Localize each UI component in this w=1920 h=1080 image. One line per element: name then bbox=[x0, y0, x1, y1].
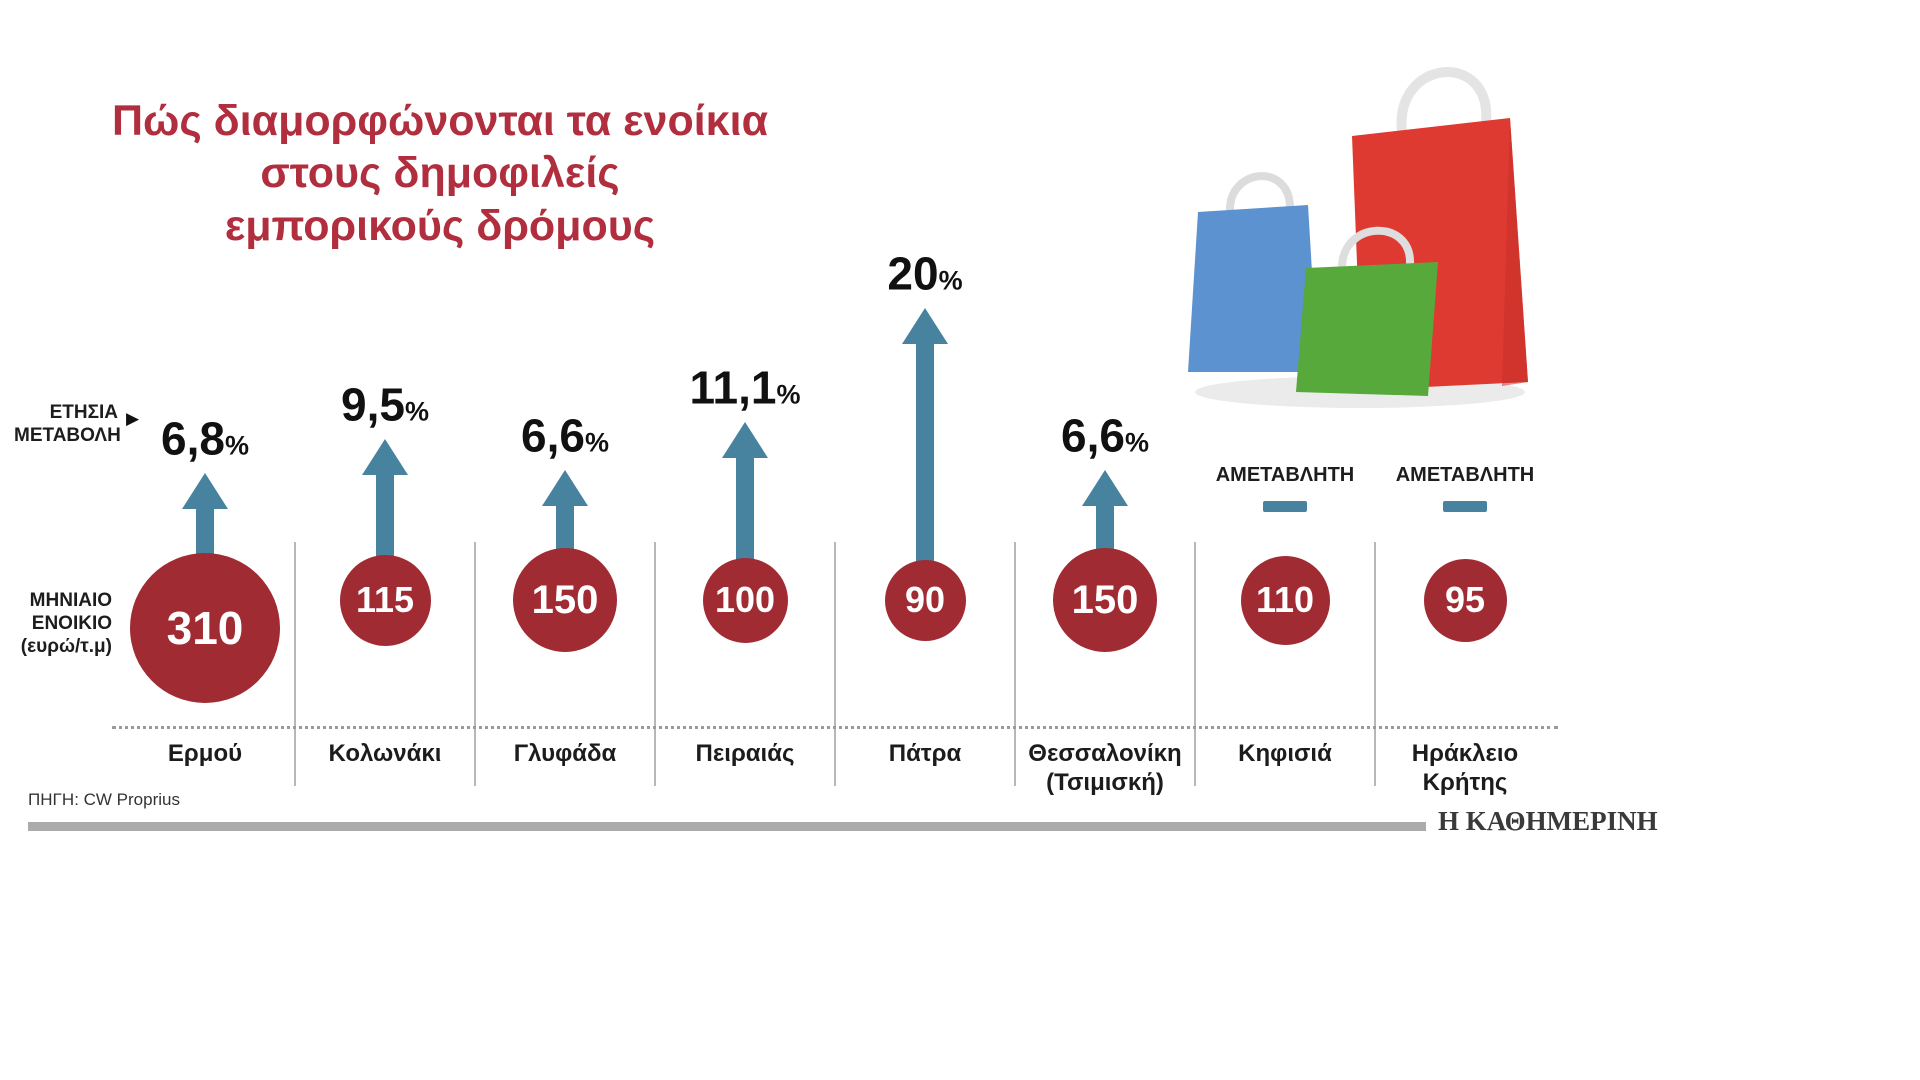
column-divider bbox=[474, 542, 476, 786]
chart-column-irakleio: % ΑΜΕΤΑΒΛΗΤΗ 95 Ηράκλειο Κρήτης bbox=[1375, 0, 1555, 820]
annual-change-value: 6,6% bbox=[521, 409, 609, 462]
up-arrow-icon bbox=[902, 307, 948, 344]
annual-change-pointer-icon: ▶ bbox=[126, 409, 140, 428]
up-arrow-icon bbox=[1082, 470, 1128, 506]
up-arrow-shaft bbox=[1096, 504, 1114, 556]
rent-circle: 95 bbox=[1423, 558, 1507, 642]
chart-column-thessaloniki: 6,6% ΑΜΕΤΑΒΛΗΤΗ 150 Θεσσαλονίκη (Τσιμισκ… bbox=[1015, 0, 1195, 820]
rent-circle: 150 bbox=[1053, 548, 1157, 652]
title-line-1: Πώς διαμορφώνονται τα ενοίκια bbox=[111, 97, 769, 145]
rent-circle: 110 bbox=[1240, 555, 1330, 645]
unchanged-dash-icon bbox=[1263, 501, 1307, 512]
annual-change-value: 11,1% bbox=[689, 361, 801, 414]
annual-change-value: 6,6% bbox=[1061, 409, 1149, 462]
annual-change-value: 6,8% bbox=[161, 412, 249, 465]
source-credit: ΠΗΓΗ: CW Proprius bbox=[28, 790, 180, 809]
up-arrow-icon bbox=[362, 438, 408, 475]
title-line-3: εμπορικούς δρόμους bbox=[224, 201, 656, 250]
unchanged-dash-icon bbox=[1443, 501, 1487, 512]
up-arrow-shaft bbox=[196, 507, 214, 561]
unchanged-label: ΑΜΕΤΑΒΛΗΤΗ bbox=[1215, 464, 1355, 486]
column-divider bbox=[1014, 542, 1016, 786]
street-label: Θεσσαλονίκη (Τσιμισκή) bbox=[1028, 740, 1182, 796]
street-label: Πάτρα bbox=[888, 740, 962, 767]
annual-change-label: ΕΤΗΣΙΑ ΜΕΤΑΒΟΛΗ bbox=[14, 402, 121, 446]
chart-column-glyfada: 6,6% ΑΜΕΤΑΒΛΗΤΗ 150 Γλυφάδα bbox=[475, 0, 655, 820]
up-arrow-shaft bbox=[916, 341, 934, 568]
up-arrow-icon bbox=[182, 473, 228, 509]
title-line-2: στους δημοφιλείς bbox=[260, 149, 620, 198]
street-label: Ερμού bbox=[167, 740, 243, 767]
chart-column-kolonaki: 9,5% ΑΜΕΤΑΒΛΗΤΗ 115 Κολωνάκι bbox=[295, 0, 475, 820]
column-divider bbox=[834, 542, 836, 786]
rent-circle: 115 bbox=[339, 554, 431, 646]
up-arrow-shaft bbox=[736, 455, 754, 566]
annual-change-value: 9,5% bbox=[341, 378, 429, 431]
page-title: Πώς διαμορφώνονται τα ενοίκια στους δημο… bbox=[95, 95, 785, 252]
footer-bar bbox=[28, 822, 1426, 831]
unchanged-label: ΑΜΕΤΑΒΛΗΤΗ bbox=[1395, 464, 1535, 486]
rent-circle: 100 bbox=[702, 557, 788, 643]
column-divider bbox=[654, 542, 656, 786]
street-label: Ηράκλειο Κρήτης bbox=[1411, 740, 1519, 796]
rent-circle: 90 bbox=[884, 559, 966, 641]
monthly-rent-label: ΜΗΝΙΑΙΟ ΕΝΟΙΚΙΟ (ευρώ/τ.μ) bbox=[20, 590, 112, 657]
dotted-baseline bbox=[112, 726, 1558, 729]
chart-column-ermou: 6,8% ΑΜΕΤΑΒΛΗΤΗ 310 Ερμού bbox=[115, 0, 295, 820]
street-label: Πειραιάς bbox=[695, 740, 795, 767]
column-divider bbox=[1194, 542, 1196, 786]
up-arrow-shaft bbox=[556, 504, 574, 556]
chart-column-peiraias: 11,1% ΑΜΕΤΑΒΛΗΤΗ 100 Πειραιάς bbox=[655, 0, 835, 820]
column-divider bbox=[294, 542, 296, 786]
column-divider bbox=[1374, 542, 1376, 786]
annual-change-value: 20% bbox=[887, 247, 963, 300]
up-arrow-icon bbox=[722, 421, 768, 458]
street-label: Κηφισιά bbox=[1238, 740, 1332, 767]
rent-circle: 310 bbox=[130, 553, 280, 703]
street-label: Κολωνάκι bbox=[328, 740, 442, 767]
up-arrow-icon bbox=[542, 470, 588, 506]
rent-circle: 150 bbox=[513, 548, 617, 652]
shopping-bags-illustration bbox=[1188, 67, 1528, 408]
street-label: Γλυφάδα bbox=[513, 740, 617, 767]
publisher-logo: Η ΚΑΘΗΜΕΡΙΝΗ bbox=[1438, 806, 1658, 836]
chart-column-patra: 20% ΑΜΕΤΑΒΛΗΤΗ 90 Πάτρα bbox=[835, 0, 1015, 820]
up-arrow-shaft bbox=[376, 472, 394, 563]
chart-column-kifisia: % ΑΜΕΤΑΒΛΗΤΗ 110 Κηφισιά bbox=[1195, 0, 1375, 820]
